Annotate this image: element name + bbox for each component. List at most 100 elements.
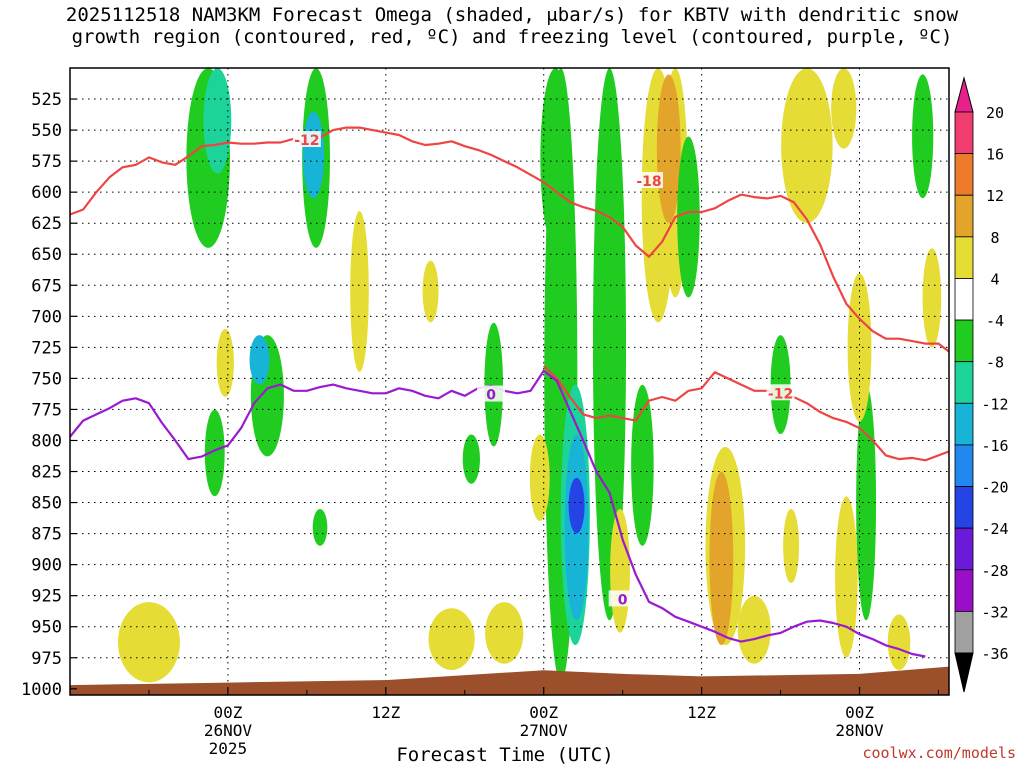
credit-text: coolwx.com/models <box>862 744 1016 762</box>
omega-blob-31 <box>484 322 503 447</box>
colorbar-bin-1 <box>954 153 974 196</box>
omega-blob-20 <box>781 68 833 223</box>
omega-blob-37 <box>922 248 942 348</box>
colorbar-label-11: -28 <box>981 562 1008 580</box>
y-axis: 525 550 575 600 625 650 675 700 725 750 775 800 825 8… <box>21 90 77 700</box>
colorbar-bin-0 <box>954 111 974 155</box>
x-tick-year-0: 2025 <box>209 739 248 758</box>
omega-blob-39 <box>312 508 328 546</box>
x-tick-sublabel-2: 27NOV <box>520 721 569 740</box>
colorbar-bin-2 <box>954 194 974 238</box>
omega-shading <box>117 68 942 683</box>
omega-blob-25 <box>117 602 180 683</box>
omega-blob-41 <box>783 508 800 584</box>
omega-blob-30 <box>529 434 550 521</box>
contour-label-bg-dgz-upper-0 <box>292 131 321 148</box>
colorbar-label-5: -4 <box>986 312 1004 330</box>
omega-blob-22 <box>912 74 934 199</box>
omega-blob-5 <box>249 335 270 385</box>
colorbar-bin-10 <box>954 527 974 571</box>
y-tick-label-800: 800 <box>31 431 62 451</box>
y-tick-label-625: 625 <box>31 214 62 234</box>
colorbar-bin-6 <box>954 361 974 404</box>
colorbar-bin-11 <box>954 569 974 612</box>
colorbar-label-6: -8 <box>986 354 1004 372</box>
y-tick-label-550: 550 <box>31 121 62 141</box>
y-tick-label-750: 750 <box>31 369 62 389</box>
contour-dgz-low2 <box>542 365 949 462</box>
contour-label-dgz-upper-0: -12 <box>294 133 319 149</box>
omega-blob-29 <box>887 614 911 670</box>
colorbar-bin-4 <box>954 278 974 321</box>
omega-blob-3 <box>302 111 325 199</box>
omega-blob-17 <box>631 384 654 546</box>
omega-blob-27 <box>485 602 524 664</box>
contour-label-freezing-level-0: 0 <box>486 388 496 404</box>
x-tick-sublabel-0: 26NOV <box>204 721 253 740</box>
omega-blob-38 <box>462 434 480 484</box>
omega-blob-34 <box>847 273 872 422</box>
terrain-fill <box>70 666 949 695</box>
omega-blob-35 <box>216 328 234 397</box>
contour-label-dgz-upper-1: -18 <box>636 174 661 190</box>
omega-blob-26 <box>428 608 475 670</box>
colorbar-label-12: -32 <box>981 603 1008 621</box>
contour-dgz-upper <box>70 126 949 353</box>
omega-blob-28 <box>737 595 771 664</box>
plot-frame <box>69 67 950 696</box>
x-axis-title: Forecast Time (UTC) <box>396 744 614 766</box>
omega-blob-8 <box>540 68 571 248</box>
y-tick-label-725: 725 <box>31 338 62 358</box>
terrain <box>70 666 949 695</box>
colorbar-label-1: 16 <box>986 146 1004 164</box>
omega-blob-16 <box>677 136 700 298</box>
contour-label-freezing-level-1: 0 <box>618 592 628 608</box>
x-tick-label-1: 12Z <box>371 703 400 722</box>
colorbar-label-7: -12 <box>981 395 1008 413</box>
y-tick-label-850: 850 <box>31 494 62 514</box>
contour-label-dgz-low2-0: -12 <box>768 386 793 402</box>
colorbar-label-13: -36 <box>981 645 1008 663</box>
contour-label-bg-freezing-level-1 <box>608 590 637 607</box>
colorbar-top-arrow <box>954 76 974 113</box>
omega-blob-21 <box>831 68 857 149</box>
omega-blob-11 <box>568 477 585 534</box>
x-tick-label-3: 12Z <box>687 703 716 722</box>
omega-blob-32 <box>350 210 369 372</box>
contour-label-bg-dgz-low2-0 <box>766 384 795 401</box>
colorbar-label-2: 12 <box>986 187 1004 205</box>
x-tick-label-4: 00Z <box>845 703 874 722</box>
colorbar-label-4: 4 <box>990 270 999 288</box>
y-tick-label-975: 975 <box>31 649 62 669</box>
colorbar-label-3: 8 <box>990 229 999 247</box>
y-tick-label-675: 675 <box>31 276 62 296</box>
y-tick-label-650: 650 <box>31 245 62 265</box>
omega-blob-1 <box>203 68 232 174</box>
colorbar-label-9: -20 <box>981 479 1008 497</box>
y-tick-label-775: 775 <box>31 400 62 420</box>
contour-label-bg-dgz-upper-1 <box>634 171 663 188</box>
colorbar-label-10: -24 <box>981 520 1008 538</box>
y-tick-label-575: 575 <box>31 152 62 172</box>
colorbar-label-0: 20 <box>986 104 1004 122</box>
contour-label-bg-freezing-level-0 <box>477 385 506 402</box>
y-tick-label-950: 950 <box>31 618 62 638</box>
title-line-2: growth region (contoured, red, ºC) and f… <box>71 26 953 48</box>
colorbar-bin-3 <box>954 236 974 279</box>
y-tick-label-600: 600 <box>31 183 62 203</box>
omega-blob-12 <box>592 68 627 621</box>
colorbar-bin-9 <box>954 486 974 529</box>
colorbar-bin-8 <box>954 444 974 487</box>
y-tick-label-875: 875 <box>31 525 62 545</box>
colorbar-bin-7 <box>954 402 974 446</box>
colorbar-label-8: -16 <box>981 437 1008 455</box>
omega-blob-6 <box>204 409 225 497</box>
y-tick-label-525: 525 <box>31 90 62 110</box>
colorbar-bin-12 <box>954 610 974 654</box>
contours: -12 -18 -12 0 0 <box>70 126 949 658</box>
y-tick-label-925: 925 <box>31 587 62 607</box>
chart-title: 2025112518 NAM3KM Forecast Omega (shaded… <box>0 4 1024 48</box>
y-tick-label-900: 900 <box>31 556 62 576</box>
x-tick-label-2: 00Z <box>529 703 558 722</box>
